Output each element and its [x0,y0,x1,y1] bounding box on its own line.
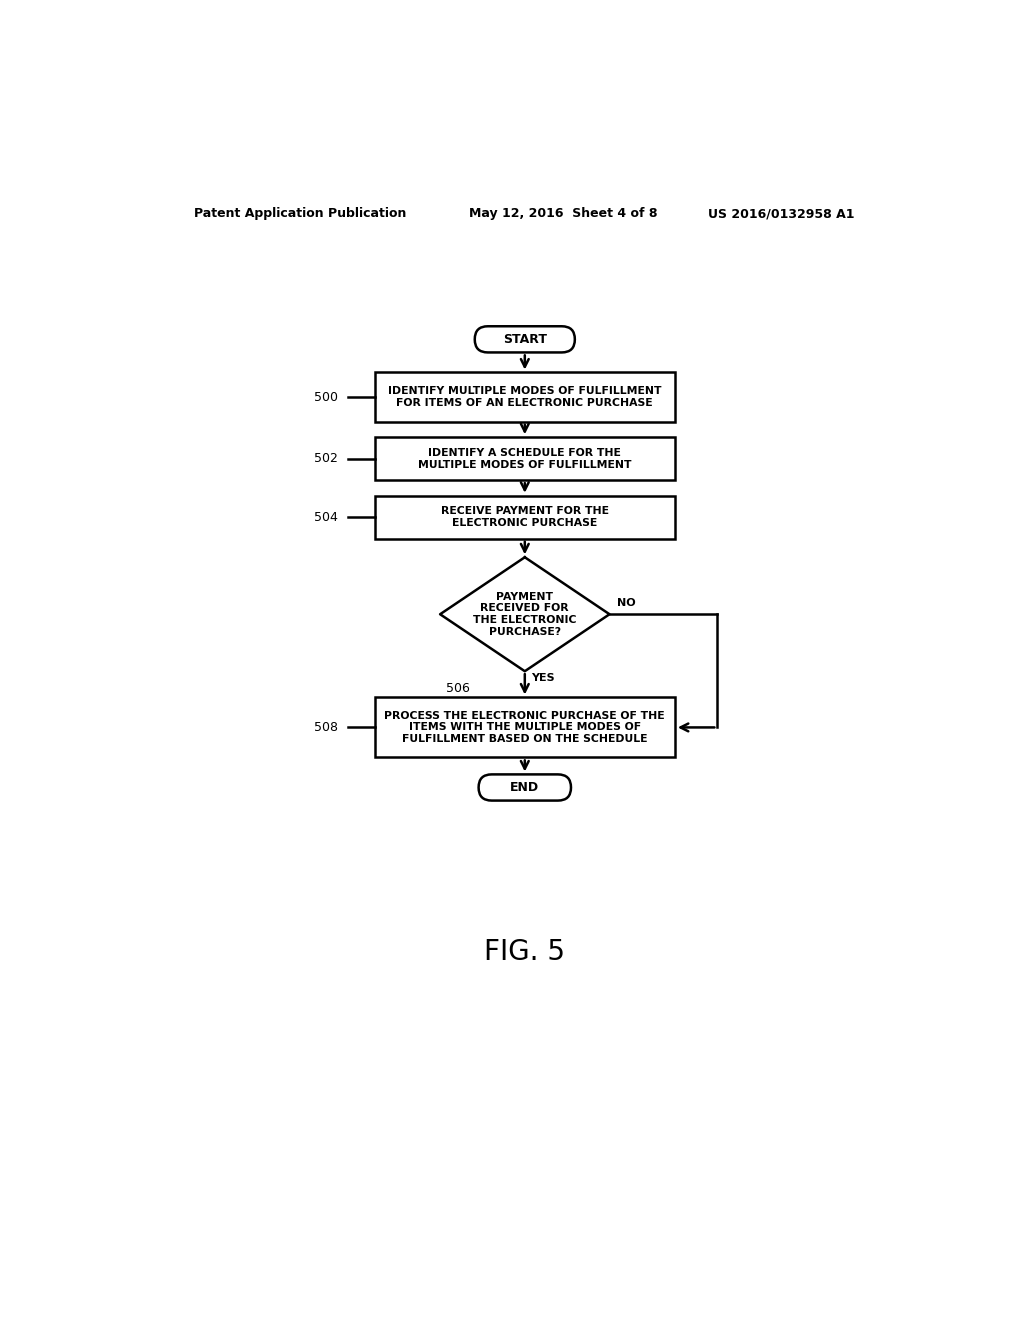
Text: IDENTIFY A SCHEDULE FOR THE
MULTIPLE MODES OF FULFILLMENT: IDENTIFY A SCHEDULE FOR THE MULTIPLE MOD… [418,447,632,470]
Bar [375,697,675,758]
Text: RECEIVE PAYMENT FOR THE
ELECTRONIC PURCHASE: RECEIVE PAYMENT FOR THE ELECTRONIC PURCH… [440,507,609,528]
Text: NO: NO [617,598,636,609]
Text: 506: 506 [446,682,470,696]
Text: May 12, 2016  Sheet 4 of 8: May 12, 2016 Sheet 4 of 8 [469,207,657,220]
Text: START: START [503,333,547,346]
Bar [375,496,675,539]
Text: YES: YES [531,673,555,684]
Text: 500: 500 [313,391,338,404]
FancyBboxPatch shape [478,775,571,800]
Text: Patent Application Publication: Patent Application Publication [194,207,407,220]
Bar [375,372,675,422]
Text: 502: 502 [313,453,338,465]
Bar [375,437,675,480]
Text: PROCESS THE ELECTRONIC PURCHASE OF THE
ITEMS WITH THE MULTIPLE MODES OF
FULFILLM: PROCESS THE ELECTRONIC PURCHASE OF THE I… [384,711,666,744]
Text: END: END [510,781,540,795]
Text: FIG. 5: FIG. 5 [484,937,565,965]
Text: 508: 508 [313,721,338,734]
Text: IDENTIFY MULTIPLE MODES OF FULFILLMENT
FOR ITEMS OF AN ELECTRONIC PURCHASE: IDENTIFY MULTIPLE MODES OF FULFILLMENT F… [388,387,662,408]
FancyBboxPatch shape [475,326,574,352]
Text: US 2016/0132958 A1: US 2016/0132958 A1 [708,207,855,220]
Text: PAYMENT
RECEIVED FOR
THE ELECTRONIC
PURCHASE?: PAYMENT RECEIVED FOR THE ELECTRONIC PURC… [473,591,577,636]
Text: 504: 504 [313,511,338,524]
